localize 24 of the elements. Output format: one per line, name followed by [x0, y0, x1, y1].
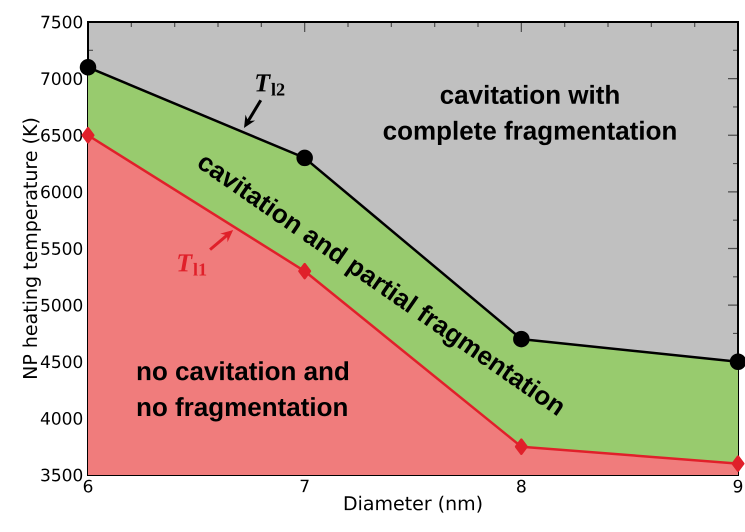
y-tick-label: 7500 [41, 16, 82, 28]
y-tick-label: 6000 [41, 185, 82, 198]
x-tick-label: 8 [517, 480, 526, 493]
point [298, 262, 312, 280]
y-tick-label: 7000 [41, 72, 82, 86]
x-tick-label: 9 [734, 480, 742, 493]
y-tick-label: 4000 [40, 412, 82, 425]
y-tick-label: 5000 [41, 298, 82, 312]
y-tick-label: 6500 [41, 128, 82, 142]
y-tick-label: 5500 [41, 242, 82, 255]
point [82, 126, 95, 144]
y-axis-title: NP heating temperature (K) [22, 118, 41, 378]
x-tick-label: 7 [300, 480, 309, 492]
annotation: cavitation with [440, 84, 619, 104]
y-tick-label: 3500 [41, 468, 82, 482]
x-axis-title: Diameter (nm) [344, 496, 482, 513]
x-tick-label: 6 [84, 480, 92, 493]
y-tick-label: 4500 [40, 355, 82, 368]
legend-label: T$_{l1}$ [178, 254, 206, 276]
annotation: no cavitation and [138, 361, 348, 380]
series-label: T$_{l2}$ [256, 74, 284, 96]
point [514, 438, 528, 455]
annotation: complete fragmentation [384, 120, 676, 146]
annotation: no fragmentation [138, 397, 347, 422]
